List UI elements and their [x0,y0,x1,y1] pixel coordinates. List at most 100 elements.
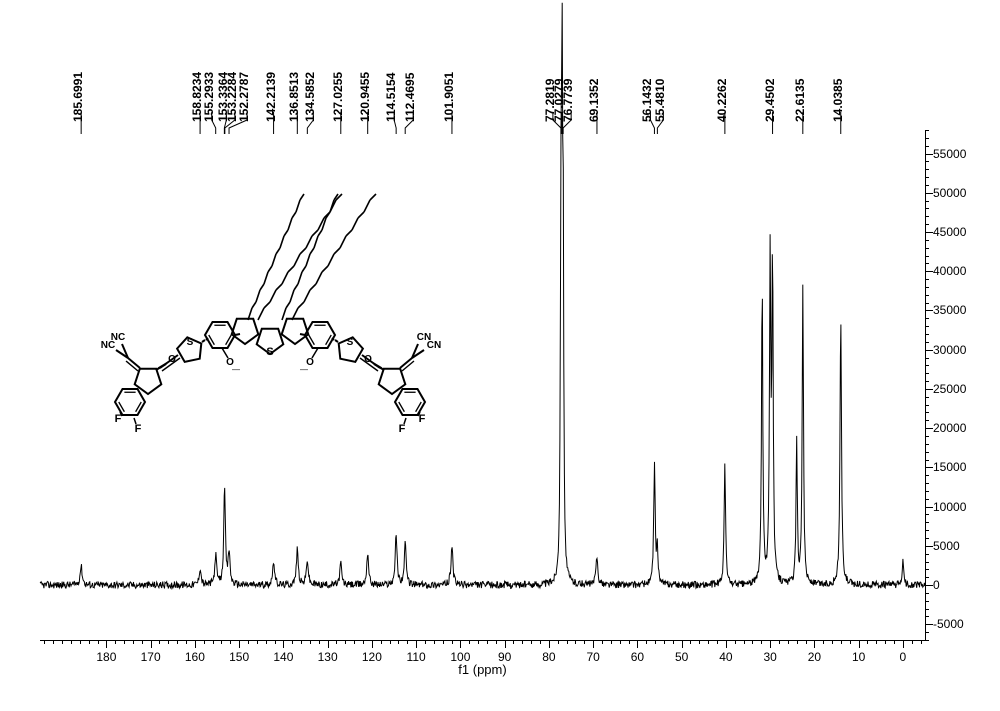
y-tick [925,467,933,468]
x-tick [115,640,116,644]
x-tick [425,640,426,644]
y-tick [925,452,929,453]
x-tick [310,640,311,644]
y-tick [925,342,929,343]
x-tick [328,640,329,648]
y-tick [925,138,929,139]
x-tick [584,640,585,644]
x-tick [921,640,922,644]
x-tick [779,640,780,644]
x-tick [726,640,727,648]
y-tick-label: 50000 [933,186,966,200]
x-tick [213,640,214,644]
x-tick [345,640,346,644]
y-tick [925,499,929,500]
y-tick-label: 20000 [933,421,966,435]
y-tick [925,444,929,445]
x-tick [460,640,461,648]
y-tick [925,154,933,155]
y-tick [925,146,929,147]
y-tick [925,169,929,170]
svg-text:S: S [266,346,273,358]
peak-label: 69.1352 [587,79,601,122]
x-tick-label: 0 [900,650,907,664]
peak-label: 22.6135 [793,79,807,122]
x-tick [372,640,373,648]
x-tick [177,640,178,644]
x-tick [717,640,718,644]
svg-text:F: F [135,423,142,435]
y-tick [925,546,933,547]
x-tick [204,640,205,644]
y-tick [925,193,933,194]
y-tick [925,577,929,578]
x-tick [761,640,762,644]
x-tick [292,640,293,644]
x-tick [903,640,904,648]
x-tick [248,640,249,644]
chemical-structure: SO—O—SSONCNCFFOCNCNFF [90,150,450,470]
x-tick [283,640,284,648]
y-tick [925,358,929,359]
x-tick [850,640,851,644]
x-tick [230,640,231,644]
y-tick [925,428,933,429]
y-tick [925,569,929,570]
y-tick [925,475,929,476]
y-tick [925,601,929,602]
x-tick [770,640,771,648]
svg-text:CN: CN [417,332,431,343]
x-tick [788,640,789,644]
x-tick-label: 20 [808,650,821,664]
x-tick [646,640,647,644]
x-tick [752,640,753,644]
y-tick [925,279,929,280]
peak-label: 120.9455 [358,72,372,122]
x-tick [637,640,638,648]
y-tick [925,538,929,539]
x-tick [690,640,691,644]
x-tick [487,640,488,644]
y-tick [925,295,929,296]
y-tick [925,514,929,515]
y-tick-label: 55000 [933,147,966,161]
y-tick [925,562,929,563]
y-tick-label: 40000 [933,264,966,278]
x-tick [151,640,152,648]
svg-text:F: F [419,413,426,425]
y-tick [925,350,933,351]
x-tick [354,640,355,644]
y-tick [925,460,929,461]
x-tick [186,640,187,644]
x-tick [505,640,506,648]
x-tick-label: 40 [719,650,732,664]
y-tick [925,554,929,555]
svg-text:F: F [399,423,406,435]
x-tick [469,640,470,644]
x-tick [319,640,320,644]
y-tick [925,240,929,241]
y-tick [925,436,929,437]
svg-text:S: S [187,337,194,348]
x-tick [407,640,408,644]
x-tick-label: 90 [498,650,511,664]
x-tick [159,640,160,644]
x-tick [390,640,391,644]
x-tick [301,640,302,644]
svg-text:O: O [168,354,176,365]
svg-text:O: O [364,354,372,365]
x-tick [62,640,63,644]
y-tick [925,216,929,217]
x-tick [682,640,683,648]
peak-label: 152.2787 [237,72,251,122]
x-tick [336,640,337,644]
x-tick [540,640,541,644]
x-tick [266,640,267,644]
x-tick-label: 150 [229,650,249,664]
y-tick [925,491,929,492]
x-tick [452,640,453,644]
x-tick [257,640,258,644]
y-tick-label: 30000 [933,343,966,357]
x-tick [611,640,612,644]
x-tick-label: 70 [586,650,599,664]
